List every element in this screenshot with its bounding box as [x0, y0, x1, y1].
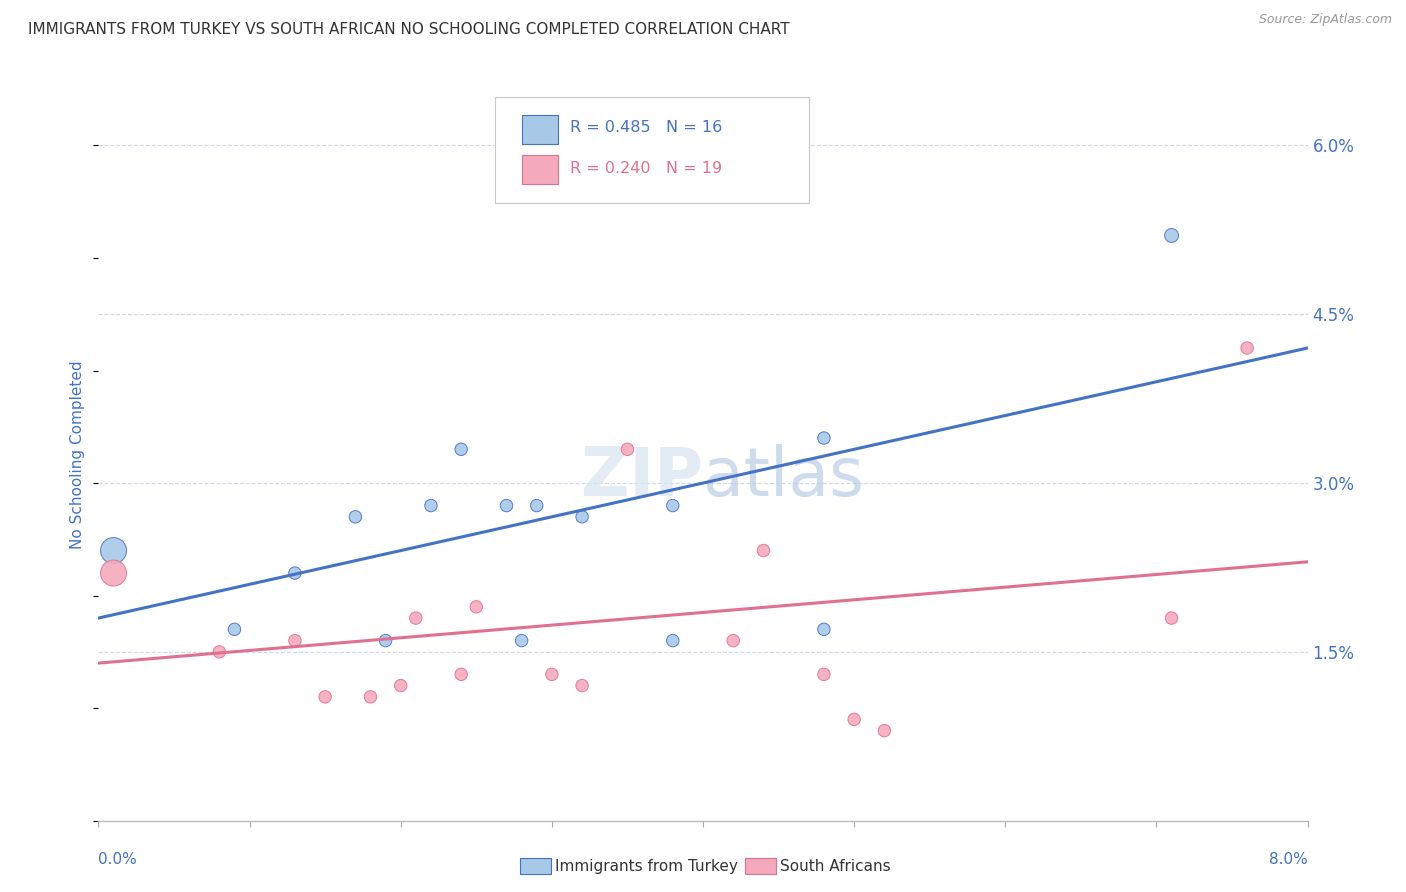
Point	[616, 442, 638, 457]
Point	[813, 623, 835, 637]
Point	[224, 623, 246, 637]
Text: 0.0%: 0.0%	[98, 852, 138, 867]
Point	[1160, 611, 1182, 625]
Point	[450, 667, 472, 681]
Text: Source: ZipAtlas.com: Source: ZipAtlas.com	[1258, 13, 1392, 27]
Point	[103, 566, 125, 580]
Point	[662, 633, 685, 648]
Text: South Africans: South Africans	[780, 859, 891, 873]
Point	[360, 690, 382, 704]
Point	[284, 566, 307, 580]
Point	[405, 611, 427, 625]
Point	[541, 667, 564, 681]
Point	[314, 690, 336, 704]
Bar	[522, 115, 558, 144]
Point	[1160, 228, 1182, 243]
Text: ZIP: ZIP	[581, 444, 703, 510]
Point	[374, 633, 396, 648]
Point	[813, 431, 835, 445]
FancyBboxPatch shape	[495, 96, 810, 202]
Point	[420, 499, 443, 513]
Point	[723, 633, 745, 648]
Text: atlas: atlas	[703, 444, 863, 510]
Point	[526, 499, 548, 513]
Text: Immigrants from Turkey: Immigrants from Turkey	[555, 859, 738, 873]
Text: 8.0%: 8.0%	[1268, 852, 1308, 867]
Bar	[522, 155, 558, 185]
Point	[844, 712, 866, 726]
Point	[510, 633, 533, 648]
Point	[571, 679, 593, 693]
Point	[662, 499, 685, 513]
Text: IMMIGRANTS FROM TURKEY VS SOUTH AFRICAN NO SCHOOLING COMPLETED CORRELATION CHART: IMMIGRANTS FROM TURKEY VS SOUTH AFRICAN …	[28, 22, 790, 37]
Y-axis label: No Schooling Completed: No Schooling Completed	[70, 360, 86, 549]
Point	[873, 723, 896, 738]
Point	[495, 499, 517, 513]
Point	[571, 509, 593, 524]
Point	[1236, 341, 1258, 355]
Point	[450, 442, 472, 457]
Point	[752, 543, 775, 558]
Point	[208, 645, 231, 659]
Point	[344, 509, 367, 524]
Point	[103, 543, 125, 558]
Text: R = 0.485   N = 16: R = 0.485 N = 16	[569, 120, 723, 136]
Point	[284, 633, 307, 648]
Text: R = 0.240   N = 19: R = 0.240 N = 19	[569, 161, 723, 176]
Point	[813, 667, 835, 681]
Point	[389, 679, 412, 693]
Point	[465, 599, 488, 614]
